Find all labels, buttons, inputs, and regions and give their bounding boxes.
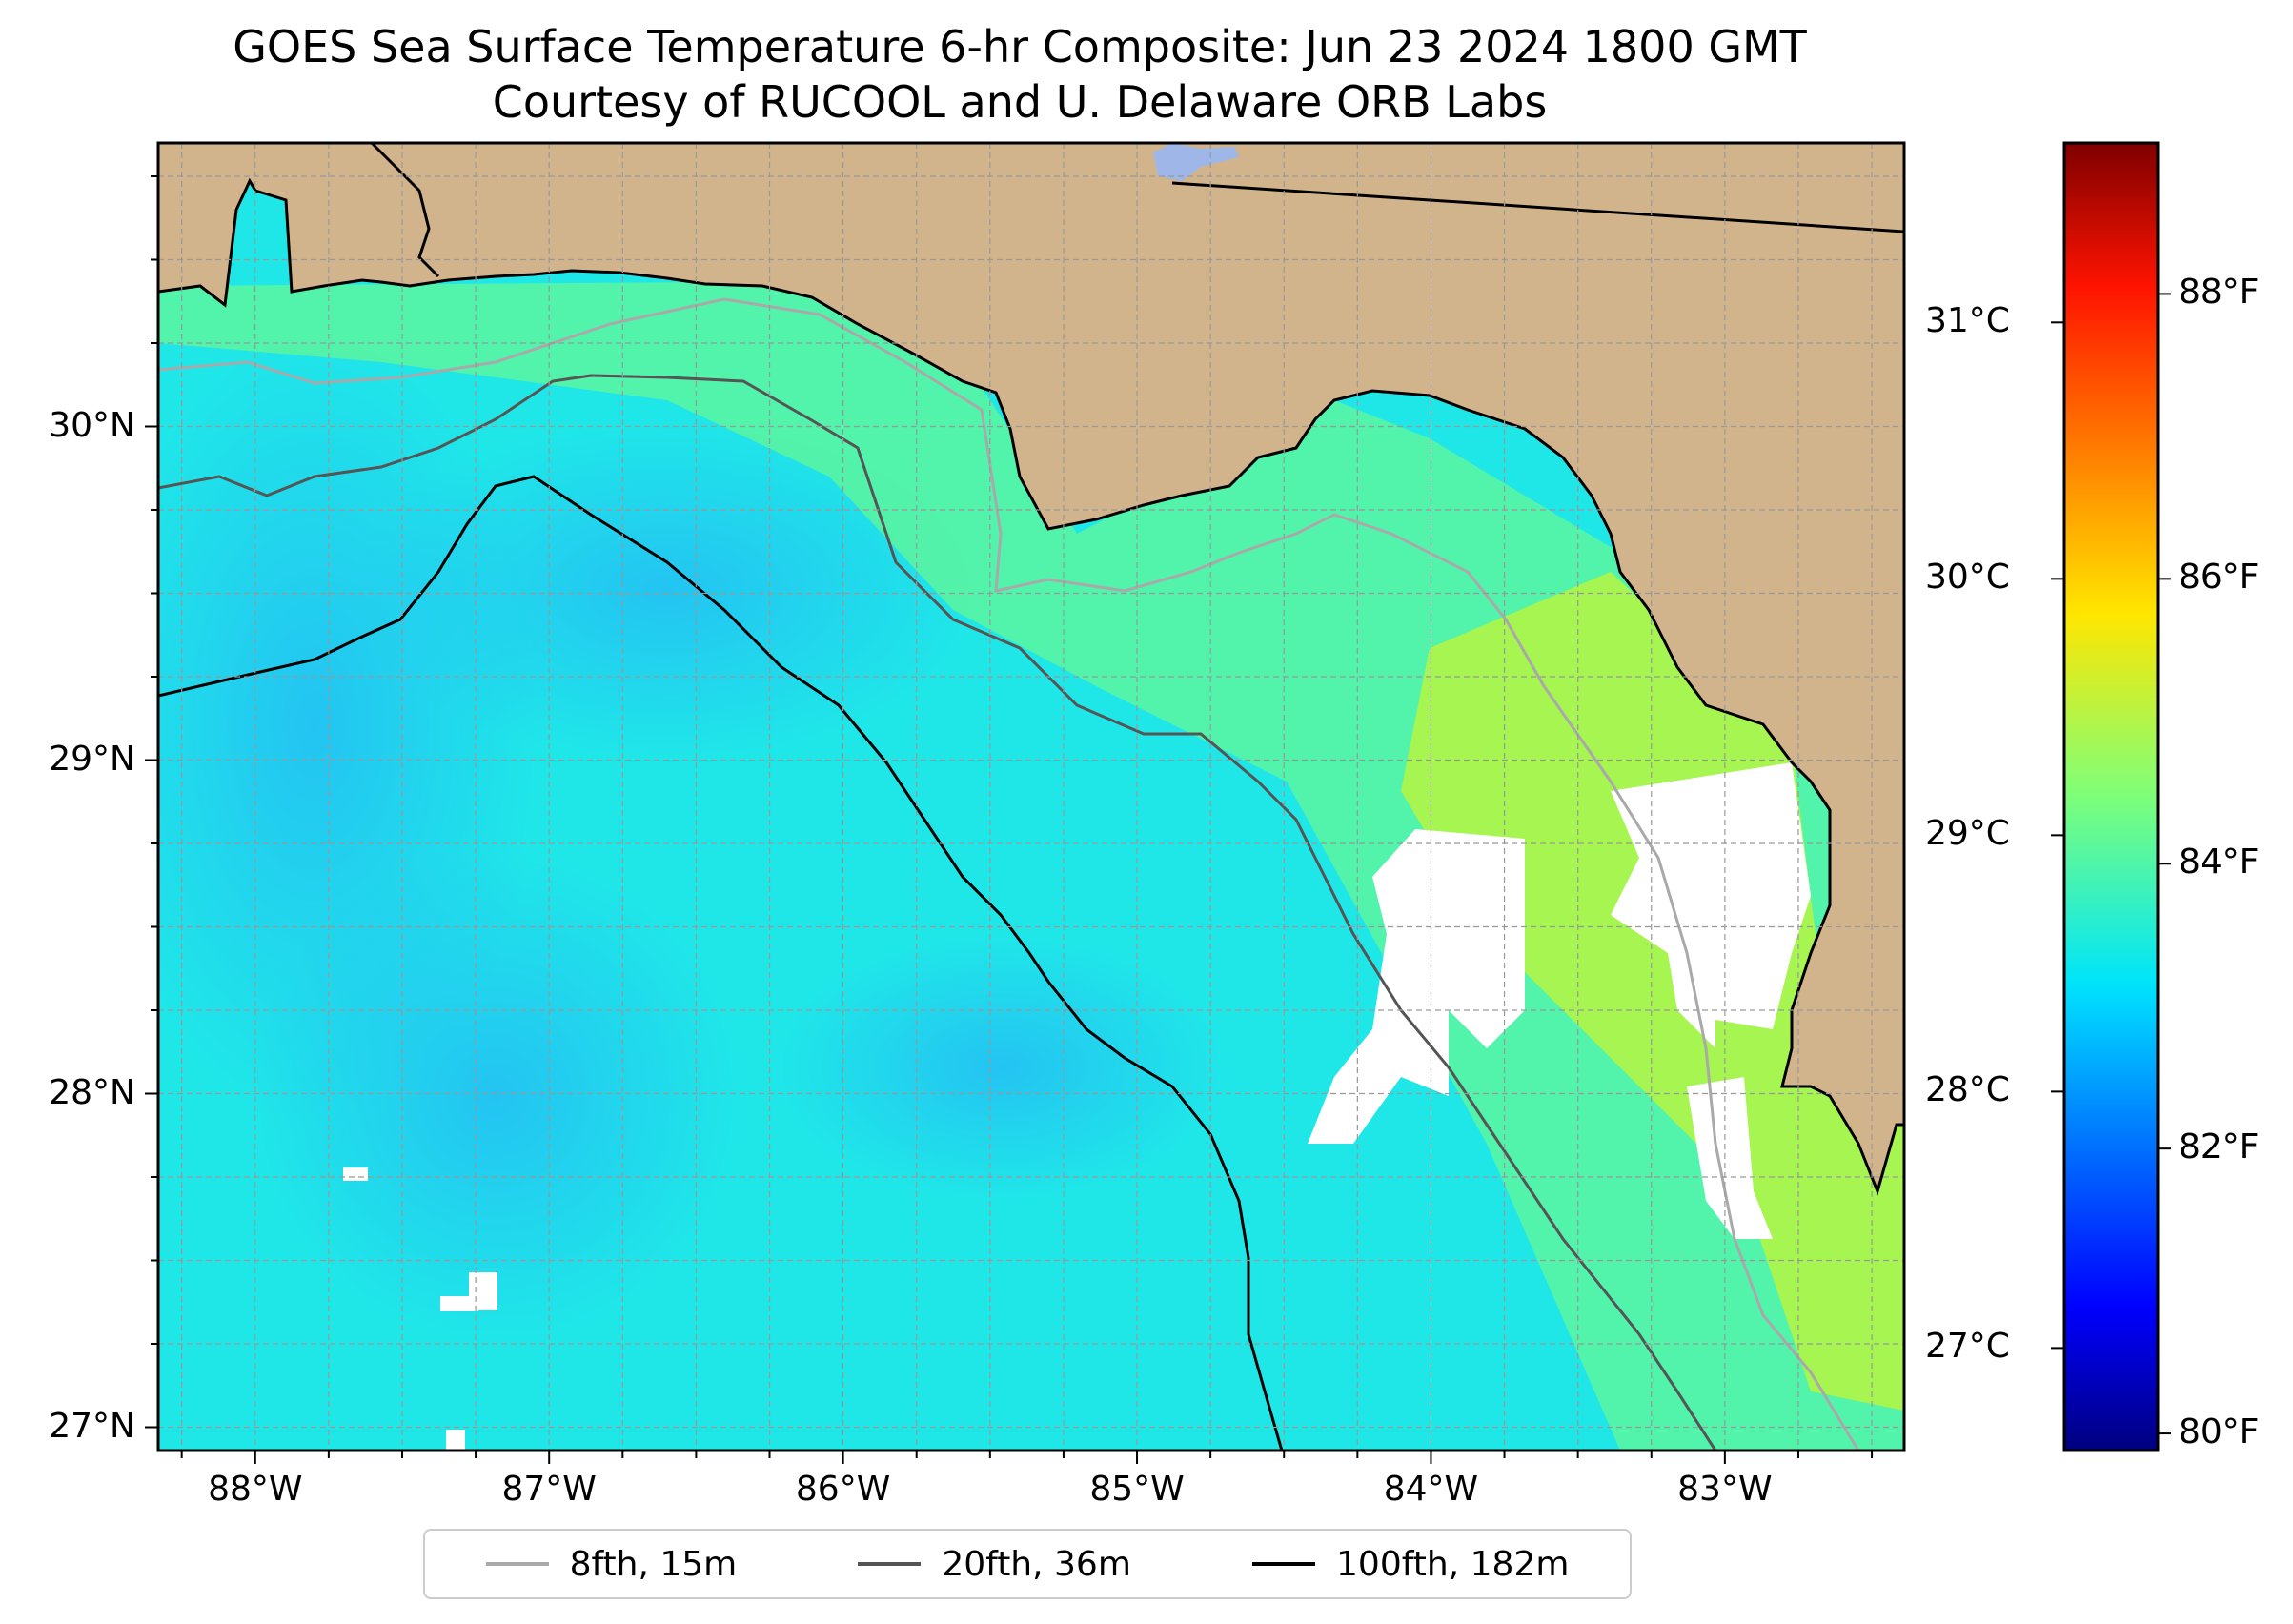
lat-tick-label: 30°N: [49, 405, 135, 445]
sst-cool-patch: [248, 848, 743, 1344]
celsius-tick-label: 31°C: [1925, 301, 2010, 341]
celsius-tick-label: 27°C: [1925, 1327, 2010, 1367]
colorbar: [2062, 141, 2160, 1452]
legend-item: 100fth, 182m: [1252, 1545, 1569, 1584]
legend-item: 20fth, 36m: [858, 1545, 1131, 1584]
isobath-100fth: [158, 475, 1284, 1451]
legend-item: 8fth, 15m: [485, 1544, 738, 1584]
lat-tick-label: 27°N: [49, 1406, 135, 1446]
isobath-20fth: [158, 374, 1717, 1451]
legend-swatch: [485, 1562, 549, 1566]
isobath-legend: 8fth, 15m 20fth, 36m 100fth, 182m: [423, 1529, 1632, 1599]
no-data-patch: [1687, 1077, 1773, 1239]
lon-tick-label: 84°W: [1383, 1470, 1479, 1509]
map-gridlines: [158, 143, 1904, 1451]
celsius-tick-label: 28°C: [1925, 1070, 2010, 1110]
celsius-tick-label: 30°C: [1925, 558, 2010, 598]
legend-swatch: [858, 1562, 922, 1566]
state-border: [1171, 181, 1904, 233]
state-border: [370, 143, 440, 278]
no-data-patch: [1611, 762, 1811, 1048]
no-data-patch: [446, 1430, 465, 1451]
map-subtitle: Courtesy of RUCOOL and U. Delaware ORB L…: [492, 76, 1548, 128]
fahrenheit-tick-label: 82°F: [2179, 1127, 2260, 1167]
legend-label: 20fth, 36m: [942, 1544, 1131, 1584]
lon-tick-label: 83°W: [1677, 1470, 1773, 1509]
sst-cool-patch: [353, 419, 982, 762]
map-title: GOES Sea Surface Temperature 6-hr Compos…: [233, 21, 1807, 72]
no-data-patch: [1308, 829, 1525, 1144]
fahrenheit-tick-label: 86°F: [2179, 558, 2260, 598]
fahrenheit-tick-label: 84°F: [2179, 842, 2260, 883]
map-ticks: [145, 175, 1874, 1464]
lon-tick-label: 86°W: [795, 1470, 891, 1509]
lon-tick-label: 87°W: [501, 1470, 597, 1509]
land-mass: [158, 143, 1904, 1196]
isobath-8fth: [158, 297, 1860, 1451]
colorbar-ticks: [2051, 293, 2171, 1435]
no-data-patch: [440, 1296, 478, 1311]
map-frame: [156, 141, 1906, 1452]
sst-cool-patch: [772, 934, 1229, 1201]
legend-swatch: [1252, 1562, 1316, 1566]
legend-label: 100fth, 182m: [1336, 1544, 1570, 1584]
fahrenheit-tick-label: 88°F: [2179, 273, 2260, 313]
lon-tick-label: 88°W: [208, 1470, 303, 1509]
lat-tick-label: 28°N: [49, 1072, 135, 1112]
fahrenheit-tick-label: 80°F: [2179, 1412, 2260, 1452]
inland-lake: [1153, 143, 1239, 181]
legend-label: 8fth, 15m: [569, 1544, 738, 1584]
celsius-tick-label: 29°C: [1925, 814, 2010, 854]
lat-tick-label: 29°N: [49, 739, 135, 779]
lon-tick-label: 85°W: [1089, 1470, 1185, 1509]
no-data-patch: [343, 1167, 368, 1181]
